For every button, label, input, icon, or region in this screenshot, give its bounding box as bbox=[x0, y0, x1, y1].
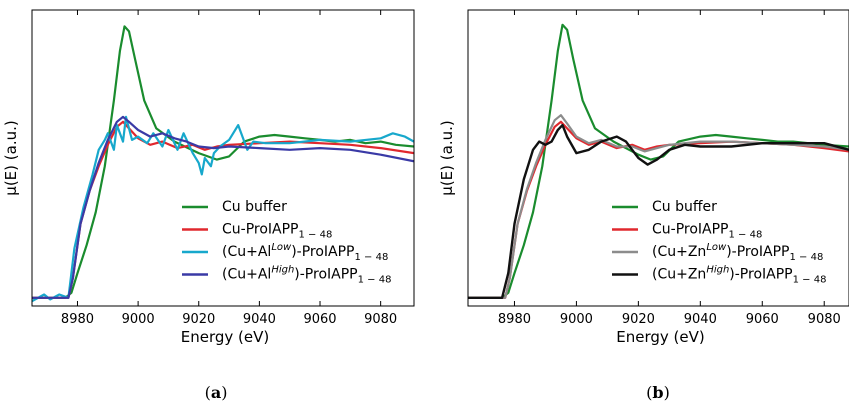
panel-label: (a) bbox=[205, 383, 228, 402]
series-line-4 bbox=[468, 123, 849, 299]
x-tick-label: 9080 bbox=[364, 312, 397, 327]
legend-entry: Cu buffer bbox=[652, 199, 717, 215]
legend-entry: Cu buffer bbox=[222, 199, 287, 215]
x-tick-label: 9020 bbox=[622, 312, 655, 327]
legend-entry: Cu-ProIAPP1 − 48 bbox=[222, 222, 332, 241]
x-tick-label: 8980 bbox=[498, 312, 531, 327]
x-axis-label: Energy (eV) bbox=[616, 328, 704, 346]
x-tick-label: 9040 bbox=[684, 312, 717, 327]
x-tick-label: 9000 bbox=[560, 312, 593, 327]
x-tick-label: 9060 bbox=[303, 312, 336, 327]
y-axis-label: μ(E) (a.u.) bbox=[438, 120, 456, 195]
x-tick-label: 9080 bbox=[808, 312, 841, 327]
x-tick-label: 9000 bbox=[122, 312, 155, 327]
plot-frame bbox=[467, 9, 849, 307]
legend-entry: (Cu+AlLow)-ProIAPP1 − 48 bbox=[222, 242, 388, 263]
x-tick-label: 9020 bbox=[182, 312, 215, 327]
series-line-1 bbox=[468, 23, 849, 299]
chart-panel-b: 8980 9000 9020 9040 9060 9080 Energy (eV) μ(E) … bbox=[438, 9, 849, 402]
legend-entry: (Cu+ZnHigh)-ProIAPP1 − 48 bbox=[652, 265, 826, 286]
chart-panel-a: 8980 9000 9020 9040 9060 9080 Energy (eV) μ(E) … bbox=[2, 9, 415, 402]
y-axis-label: μ(E) (a.u.) bbox=[2, 120, 20, 195]
legend-entry: (Cu+ZnLow)-ProIAPP1 − 48 bbox=[652, 242, 823, 263]
legend-entry: Cu-ProIAPP1 − 48 bbox=[652, 222, 762, 241]
plot-frame bbox=[31, 9, 415, 307]
panel-label: (b) bbox=[646, 383, 670, 402]
series-line-3 bbox=[32, 115, 414, 303]
legend-entry: (Cu+AlHigh)-ProIAPP1 − 48 bbox=[222, 265, 391, 286]
x-tick-label: 9040 bbox=[243, 312, 276, 327]
x-tick-label: 9060 bbox=[746, 312, 779, 327]
series-line-3 bbox=[468, 114, 849, 299]
x-axis-label: Energy (eV) bbox=[181, 328, 269, 346]
x-tick-label: 8980 bbox=[61, 312, 94, 327]
series-line-4 bbox=[32, 115, 414, 299]
